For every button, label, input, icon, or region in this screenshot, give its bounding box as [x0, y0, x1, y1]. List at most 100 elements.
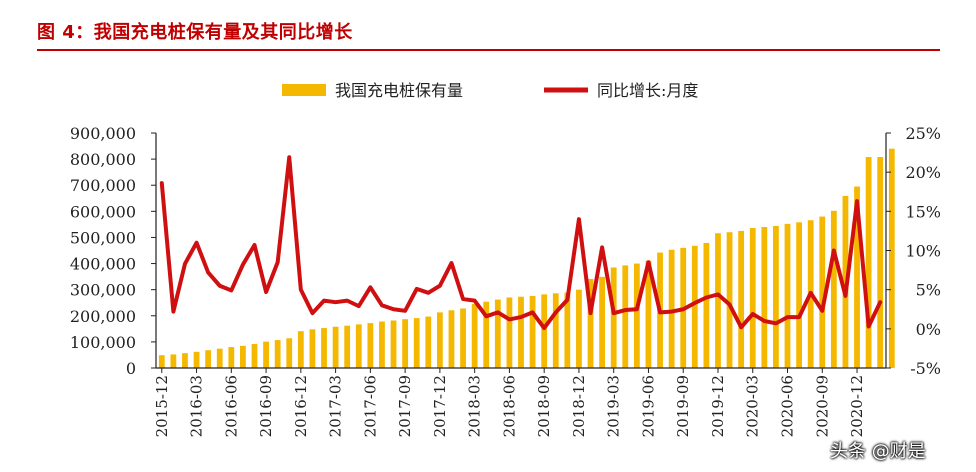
bar-undefined: [888, 148, 895, 368]
growth-point-2020-11: [843, 294, 848, 298]
x-tick-label: 2017-03: [327, 375, 345, 437]
bar-2020-06: [784, 223, 791, 368]
bar-2016-03: [193, 351, 200, 368]
growth-point-2018-04: [484, 314, 488, 318]
bar-2016-12: [297, 331, 304, 368]
bar-2016-07: [240, 345, 246, 368]
bar-2017-02: [321, 328, 327, 368]
bar-2016-05: [216, 348, 223, 368]
growth-point-2016-12: [299, 288, 303, 292]
bar-2016-10: [274, 340, 281, 368]
growth-point-2020-12: [855, 199, 859, 203]
growth-point-2018-05: [496, 310, 500, 314]
growth-point-2021-01: [867, 324, 871, 329]
growth-point-2016-11: [287, 155, 291, 159]
growth-point-2016-05: [218, 284, 222, 288]
growth-point-2019-07: [658, 310, 662, 314]
bar-2019-04: [622, 265, 629, 368]
bar-2018-11: [564, 292, 571, 368]
legend-swatch-stock: [282, 84, 326, 96]
left-tick-label: 200,000: [70, 307, 136, 326]
legend-label-stock: 我国充电桩保有量: [335, 81, 463, 100]
bar-2019-10: [691, 245, 698, 368]
growth-point-2017-03: [334, 300, 338, 304]
line-series-growth: [159, 155, 883, 331]
growth-point-2020-05: [774, 321, 778, 325]
growth-point-2018-12: [577, 217, 581, 221]
x-tick-label: 2020-12: [848, 375, 866, 437]
bar-2019-02: [599, 276, 605, 368]
growth-point-2017-05: [357, 304, 361, 308]
growth-point-2019-02: [600, 245, 604, 249]
bar-2019-03: [610, 267, 617, 368]
growth-point-2016-02: [183, 262, 187, 266]
bar-2017-09: [402, 319, 409, 368]
bar-2020-10: [830, 210, 837, 368]
growth-point-2019-06: [646, 260, 651, 264]
bar-2019-11: [703, 242, 710, 368]
bar-2017-11: [425, 316, 432, 368]
bar-2017-10: [413, 318, 420, 368]
left-tick-label: 500,000: [70, 228, 136, 247]
growth-point-2016-10: [276, 260, 280, 264]
growth-point-2020-08: [809, 291, 813, 295]
growth-point-2016-08: [252, 243, 257, 247]
left-tick-label: 300,000: [70, 281, 136, 300]
growth-point-2017-12: [438, 284, 442, 288]
left-tick-label: 100,000: [70, 333, 136, 352]
x-tick-label: 2019-09: [674, 375, 692, 437]
bar-2019-12: [715, 233, 721, 368]
right-tick-label: 25%: [905, 124, 941, 143]
growth-point-2018-01: [449, 261, 454, 265]
x-tick-label: 2016-12: [292, 375, 310, 437]
growth-point-2018-06: [507, 317, 512, 322]
legend: 我国充电桩保有量 同比增长:月度: [282, 81, 698, 100]
bar-2019-01: [587, 278, 594, 368]
growth-point-2020-07: [797, 315, 801, 319]
right-tick-label: -5%: [910, 359, 941, 378]
bar-2016-01: [170, 354, 177, 368]
x-axis-ticks: 2015-12 2016-03 2016-06 2016-09 2016-12 2017-…: [153, 368, 866, 437]
growth-point-2017-08: [391, 307, 396, 311]
bar-2020-09: [819, 216, 826, 368]
bar-2016-06: [228, 347, 235, 368]
growth-point-2016-09: [264, 290, 268, 294]
right-tick-label: 5%: [916, 281, 941, 300]
bar-2019-08: [668, 249, 675, 368]
bar-2015-12: [158, 355, 165, 368]
x-tick-label: 2015-12: [153, 375, 171, 437]
x-tick-label: 2019-12: [709, 375, 727, 437]
x-tick-label: 2017-06: [361, 375, 379, 437]
growth-point-2020-03: [751, 312, 755, 316]
x-tick-label: 2016-06: [222, 375, 240, 437]
x-tick-label: 2019-03: [605, 375, 623, 437]
bar-2018-04: [483, 301, 490, 368]
growth-point-2016-03: [194, 241, 199, 245]
x-tick-label: 2018-09: [535, 375, 553, 437]
growth-point-2016-04: [206, 270, 210, 275]
bar-2018-02: [460, 308, 466, 368]
x-tick-label: 2019-06: [639, 375, 657, 437]
bar-2020-02: [738, 230, 745, 368]
x-tick-label: 2018-03: [466, 375, 484, 437]
x-tick-label: 2020-09: [813, 375, 831, 437]
bar-2018-07: [518, 296, 524, 368]
bar-2020-12: [854, 186, 860, 368]
bar-2016-02: [182, 353, 188, 368]
figure-title: 图 4：我国充电桩保有量及其同比增长: [37, 22, 353, 43]
bar-2016-09: [263, 341, 269, 368]
bar-2020-05: [773, 225, 779, 368]
x-tick-label: 2020-03: [744, 375, 762, 437]
growth-point-2019-05: [635, 307, 639, 311]
bar-2018-12: [576, 289, 582, 368]
right-tick-label: 20%: [905, 163, 941, 182]
watermark: 头条 @财是: [830, 441, 926, 462]
growth-point-2018-08: [530, 310, 535, 314]
right-axis-ticks: 25% 20% 15% 10% 5% 0% -5%: [886, 124, 941, 378]
bar-2018-08: [529, 295, 536, 368]
growth-point-2020-01: [727, 302, 732, 307]
growth-point-2018-10: [554, 310, 558, 314]
growth-point-2017-06: [368, 285, 372, 289]
x-tick-label: 2016-03: [188, 375, 206, 437]
